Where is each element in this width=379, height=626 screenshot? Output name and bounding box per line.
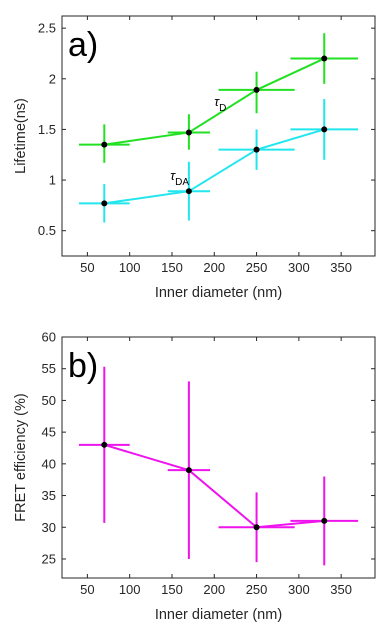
- x-axis-title: Inner diameter (nm): [155, 285, 282, 301]
- x-tick-label: 250: [246, 582, 268, 597]
- data-point: [321, 55, 328, 62]
- y-tick-label: 1: [49, 173, 56, 188]
- data-point: [185, 188, 192, 195]
- x-tick-label: 100: [119, 260, 141, 275]
- y-tick-label: 35: [42, 488, 56, 503]
- y-tick-label: 2.5: [38, 21, 56, 36]
- y-tick-label: 45: [42, 425, 56, 440]
- axis-ticks: 50 100 150 200 250 300 350 0.5 1 1.5 2 2.5: [38, 16, 375, 275]
- panel-label: a): [68, 26, 98, 64]
- x-tick-label: 350: [330, 260, 352, 275]
- data-point: [101, 200, 108, 207]
- axis-ticks: 50 100 150 200 250 300 350 25 30 35 40 45 50 55 60: [42, 330, 375, 597]
- x-tick-label: 250: [246, 260, 268, 275]
- y-tick-label: 25: [42, 551, 56, 566]
- y-tick-label: 2: [49, 71, 56, 86]
- y-tick-label: 50: [42, 393, 56, 408]
- series-label-symbol: τ: [214, 94, 220, 109]
- plot-area-frame: [61, 15, 376, 257]
- x-tick-label: 300: [288, 260, 310, 275]
- x-tick-label: 50: [80, 582, 94, 597]
- x-tick-label: 50: [80, 260, 94, 275]
- y-tick-label: 30: [42, 520, 56, 535]
- data-point: [321, 126, 328, 133]
- series-line: [104, 443, 325, 529]
- series-label-subscript: D: [219, 103, 226, 114]
- data-point: [101, 141, 108, 148]
- x-tick-label: 100: [119, 582, 141, 597]
- data-marks: [78, 366, 359, 566]
- x-tick-label: 200: [203, 582, 225, 597]
- series-1: τDA: [78, 99, 359, 223]
- data-point: [253, 86, 260, 93]
- x-tick-label: 150: [161, 582, 183, 597]
- x-tick-label: 350: [330, 582, 352, 597]
- series-0: τD: [78, 33, 359, 163]
- data-point: [253, 524, 260, 531]
- series-label: τDA: [170, 168, 189, 188]
- y-tick-label: 60: [42, 330, 56, 345]
- data-point: [321, 517, 328, 524]
- data-point: [253, 146, 260, 153]
- y-tick-label: 0.5: [38, 223, 56, 238]
- series-label-symbol: τ: [170, 168, 176, 183]
- y-tick-label: 1.5: [38, 122, 56, 137]
- x-axis-title: Inner diameter (nm): [155, 607, 282, 623]
- x-tick-label: 150: [161, 260, 183, 275]
- y-axis-title: Lifetime(ns): [13, 98, 29, 174]
- series-line: [104, 57, 325, 146]
- series-0: [78, 366, 359, 566]
- series-line: [104, 128, 325, 205]
- data-point: [185, 129, 192, 136]
- plot-area-frame: [61, 336, 376, 579]
- panel-label: b): [68, 347, 98, 385]
- series-label-subscript: DA: [175, 177, 189, 188]
- series-label: τD: [214, 94, 226, 114]
- y-tick-label: 55: [42, 361, 56, 376]
- y-tick-label: 40: [42, 456, 56, 471]
- data-point: [101, 441, 108, 448]
- x-tick-label: 200: [203, 260, 225, 275]
- y-axis-title: FRET efficiency (%): [13, 393, 29, 521]
- x-tick-label: 300: [288, 582, 310, 597]
- data-point: [185, 467, 192, 474]
